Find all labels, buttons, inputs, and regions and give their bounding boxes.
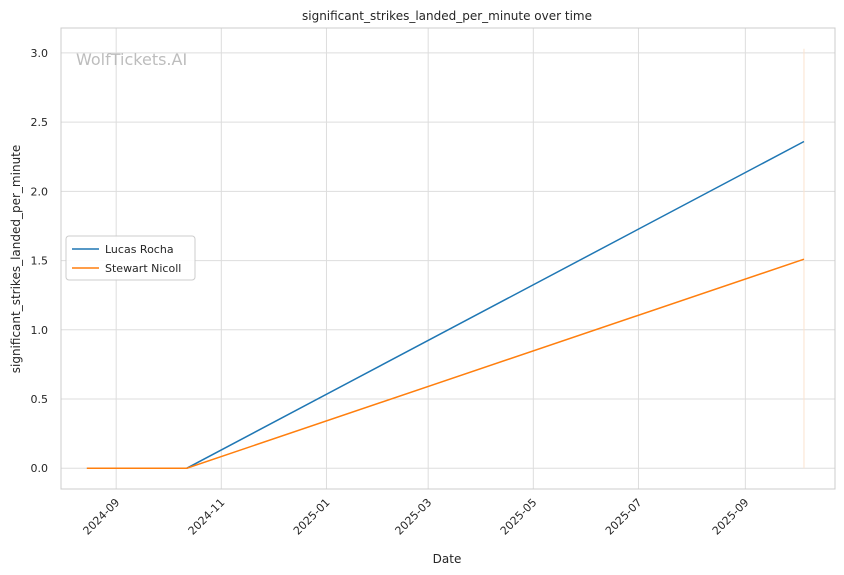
y-tick-label: 1.0 — [31, 324, 49, 337]
x-tick-label: 2025-05 — [498, 496, 540, 538]
legend-label-stewart-nicoll: Stewart Nicoll — [105, 262, 181, 275]
plot-frame — [60, 27, 836, 490]
y-tick-label: 2.0 — [31, 185, 49, 198]
y-tick-label: 3.0 — [31, 47, 49, 60]
x-tick-label: 2025-03 — [393, 496, 435, 538]
y-tick-label: 0.5 — [31, 393, 49, 406]
x-tick-label: 2024-11 — [186, 496, 228, 538]
y-tick-label: 2.5 — [31, 116, 49, 129]
x-axis-label: Date — [433, 552, 462, 566]
y-tick-label: 0.0 — [31, 462, 49, 475]
series-line-stewart-nicoll — [86, 258, 805, 469]
x-tick-label: 2025-09 — [710, 496, 752, 538]
y-axis-label: significant_strikes_landed_per_minute — [9, 145, 23, 374]
chart-title: significant_strikes_landed_per_minute ov… — [302, 9, 592, 23]
legend: Lucas Rocha Stewart Nicoll — [65, 235, 196, 281]
x-tick-label: 2025-07 — [603, 496, 645, 538]
x-axis-ticks: 2024-09 2024-11 2025-01 2025-03 2025-05 2025-… — [81, 496, 752, 538]
legend-label-lucas-rocha: Lucas Rocha — [105, 243, 174, 256]
x-tick-label: 2025-01 — [291, 496, 333, 538]
grid — [61, 28, 835, 489]
y-axis-ticks: 0.0 0.5 1.0 1.5 2.0 2.5 3.0 — [31, 47, 49, 475]
series-lines — [86, 140, 805, 469]
x-tick-label: 2024-09 — [81, 496, 123, 538]
watermark: WolfTickets.AI — [76, 50, 187, 69]
series-line-lucas-rocha — [86, 140, 805, 469]
y-tick-label: 1.5 — [31, 255, 49, 268]
legend-box — [65, 235, 196, 281]
